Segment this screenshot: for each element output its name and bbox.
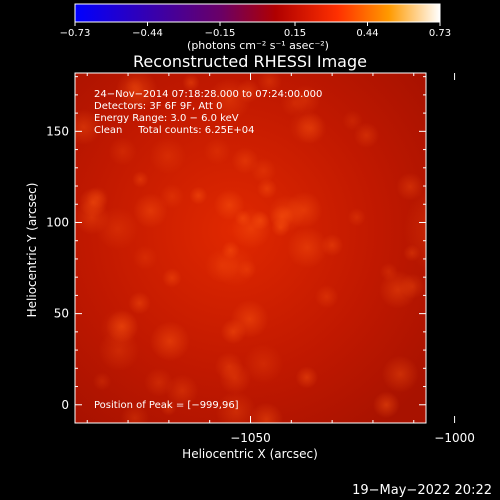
texture-blob <box>250 157 277 184</box>
y-tick-label: 100 <box>46 215 69 229</box>
texture-blob <box>271 218 290 237</box>
texture-blob <box>162 268 182 288</box>
annotation-time: 24−Nov−2014 07:18:28.000 to 07:24:00.000 <box>94 89 322 100</box>
texture-blob <box>105 310 139 343</box>
axis-ticks: −1050−1000−950050100150 <box>46 73 475 445</box>
texture-blob <box>285 191 323 229</box>
colorbar: −0.73 −0.44 −0.15 0.15 0.44 0.73 (photons cm⁻… <box>60 3 451 52</box>
texture-blob <box>132 193 169 229</box>
texture-blob <box>128 291 151 315</box>
image-texture <box>75 73 426 423</box>
texture-blob <box>92 372 112 391</box>
y-tick-label: 150 <box>46 124 69 138</box>
texture-blob <box>125 77 144 96</box>
texture-blob <box>280 89 308 117</box>
texture-blob <box>396 172 425 201</box>
texture-blob <box>320 234 344 257</box>
colorbar-ticks: −0.73 −0.44 −0.15 0.15 0.44 0.73 <box>60 22 451 39</box>
annotation-detectors: Detectors: 3F 6F 9F, Att 0 <box>94 101 222 112</box>
colorbar-tick-label: 0.15 <box>284 28 306 39</box>
chart-title: Reconstructed RHESSI Image <box>133 52 367 71</box>
texture-blob <box>342 110 363 132</box>
colorbar-tick-label: −0.44 <box>132 28 163 39</box>
texture-blob <box>149 321 190 362</box>
texture-blob <box>256 178 278 199</box>
colorbar-tick-label: 0.44 <box>356 28 378 39</box>
x-tick-label: −1050 <box>230 431 271 445</box>
texture-blob <box>207 77 252 121</box>
colorbar-gradient <box>74 3 441 23</box>
texture-blob <box>132 245 158 271</box>
y-axis-label: Heliocentric Y (arcsec) <box>25 183 39 318</box>
texture-blob <box>288 109 324 145</box>
texture-blob <box>120 403 149 423</box>
texture-blob <box>295 366 318 389</box>
annotation-block: 24−Nov−2014 07:18:28.000 to 07:24:00.000… <box>94 89 322 136</box>
texture-blob <box>372 391 400 419</box>
source-bridge <box>467 248 491 292</box>
footer-timestamp: 19−May−2022 20:22 <box>352 483 492 498</box>
texture-blob <box>230 300 269 338</box>
colorbar-label: (photons cm⁻² s⁻¹ asec⁻²) <box>187 39 329 52</box>
texture-blob <box>165 374 199 408</box>
texture-blob <box>215 391 257 423</box>
source-halo <box>445 259 500 360</box>
texture-blob <box>132 171 149 188</box>
texture-blob <box>314 284 339 309</box>
texture-blob <box>203 137 231 165</box>
plot-area: −1050−1000−950050100150 24−Nov−2014 07:1… <box>46 72 500 445</box>
texture-blob <box>75 109 102 145</box>
peak-position-label: Position of Peak = [−999,96] <box>94 400 239 411</box>
texture-blob <box>399 273 426 299</box>
source-halo <box>404 186 426 274</box>
x-tick-label: −1000 <box>434 431 475 445</box>
x-axis-label: Heliocentric X (arcsec) <box>182 447 318 461</box>
texture-blob <box>218 362 252 395</box>
annotation-energy: Energy Range: 3.0 − 6.0 keV <box>94 113 239 124</box>
texture-blob <box>149 137 187 175</box>
y-tick-label: 50 <box>54 307 69 321</box>
y-tick-label: 0 <box>61 398 69 412</box>
texture-blob <box>159 183 185 209</box>
texture-blob <box>213 189 245 221</box>
colorbar-tick-label: −0.15 <box>205 28 236 39</box>
texture-blob <box>230 208 272 249</box>
texture-blob <box>381 355 419 393</box>
texture-blob <box>189 186 208 205</box>
texture-blob <box>353 122 380 149</box>
source-2 <box>464 280 500 340</box>
texture-blob <box>214 246 256 288</box>
texture-blob <box>182 73 200 92</box>
colorbar-tick-label: 0.73 <box>429 28 451 39</box>
texture-blob <box>243 344 284 384</box>
source-1 <box>424 220 426 239</box>
texture-blob <box>257 73 283 94</box>
texture-blob <box>286 226 329 269</box>
colorbar-tick-label: −0.73 <box>60 28 91 39</box>
annotation-counts: Clean Total counts: 6.25E+04 <box>94 125 254 136</box>
texture-blob <box>78 187 108 217</box>
texture-blob <box>108 137 137 166</box>
texture-blob <box>249 402 284 423</box>
texture-blob <box>347 208 366 227</box>
